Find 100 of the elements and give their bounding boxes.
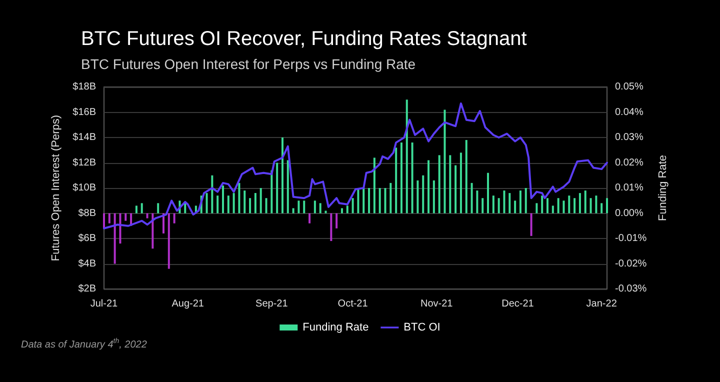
bar	[140, 203, 143, 214]
line-series	[103, 102, 608, 230]
bar	[222, 185, 224, 214]
bar	[114, 213, 116, 264]
bar	[124, 213, 127, 221]
y2-tick-label: -0.02%	[615, 258, 647, 270]
bar	[416, 180, 419, 214]
bar	[108, 213, 110, 224]
bar	[330, 213, 332, 242]
bar	[460, 152, 462, 214]
bar	[411, 142, 414, 214]
x-tick-label: Sep-21	[256, 298, 288, 310]
y2-tick-label: 0.04%	[615, 106, 644, 118]
bar	[482, 198, 484, 214]
bar	[428, 160, 430, 214]
bar	[265, 198, 268, 214]
bar	[562, 200, 565, 214]
bar	[146, 213, 148, 218]
bar	[157, 203, 160, 214]
bar	[438, 155, 440, 214]
bar	[524, 188, 527, 214]
bar	[368, 188, 370, 214]
bar	[503, 190, 506, 214]
x-tick-label: Oct-21	[338, 298, 368, 310]
bar	[600, 203, 603, 214]
bar	[308, 213, 311, 224]
bar	[546, 198, 549, 214]
y-tick-label: $2B	[78, 284, 96, 294]
y-tick-label: $14B	[72, 132, 96, 143]
bar	[276, 162, 278, 214]
bar	[530, 213, 532, 236]
bar	[536, 203, 538, 214]
bar	[514, 200, 516, 214]
bar	[324, 210, 327, 214]
bar	[541, 196, 544, 214]
bar	[206, 193, 208, 214]
bar	[352, 198, 354, 214]
bar	[454, 165, 457, 214]
bar	[336, 213, 338, 228]
y2-axis-title: Funding Rate	[657, 154, 670, 222]
y-tick-label: $18B	[72, 82, 96, 92]
bar	[584, 190, 586, 214]
bar	[384, 188, 386, 214]
bar	[319, 203, 322, 214]
bar	[184, 203, 186, 214]
bar	[362, 188, 365, 214]
chart-title: BTC Futures OI Recover, Funding Rates Stagnant	[81, 28, 528, 50]
y2-tick-label: 0.00%	[615, 208, 644, 219]
y2-tick-label: 0.05%	[615, 82, 644, 92]
bar	[286, 160, 289, 214]
x-tick-label: Jan-22	[586, 298, 618, 310]
bar	[578, 193, 581, 214]
chart-subtitle: BTC Futures Open Interest for Perps vs Funding Rate	[81, 56, 416, 72]
bar	[152, 213, 154, 249]
y2-tick-label: 0.02%	[615, 157, 644, 168]
bar	[449, 155, 452, 214]
bar	[373, 158, 376, 214]
y-tick-label: $10B	[72, 182, 96, 194]
x-tick-label: Dec-21	[502, 298, 534, 310]
bar	[574, 198, 576, 214]
bar	[227, 196, 230, 214]
bar	[292, 208, 294, 214]
bar	[303, 200, 306, 214]
text: Data as of January 4$^{th}$, 2022	[21, 338, 147, 350]
bar	[216, 196, 219, 214]
y-tick-label: $6B	[78, 233, 96, 244]
bar	[492, 196, 494, 214]
y2-tick-label: -0.01%	[615, 233, 647, 244]
bar	[340, 208, 343, 214]
bar	[378, 188, 381, 214]
bar	[281, 138, 284, 214]
bar	[476, 190, 478, 214]
bar	[168, 213, 170, 269]
y-axis-title: Futures Open Interest (Perps)	[50, 114, 62, 262]
legend-label: Funding Rate	[302, 322, 369, 334]
bar	[470, 182, 473, 214]
bar	[395, 148, 398, 214]
bar	[595, 196, 598, 214]
y-tick-label: $12B	[72, 157, 96, 168]
bar	[103, 213, 105, 228]
bar	[357, 188, 360, 214]
y-tick-label: $4B	[78, 258, 96, 270]
bar	[390, 182, 392, 214]
bar	[606, 198, 608, 214]
bar	[314, 200, 316, 214]
bar	[487, 172, 490, 214]
bar	[260, 188, 262, 214]
bar	[465, 140, 468, 214]
bar	[557, 198, 560, 214]
bar	[406, 100, 408, 214]
legend-label: BTC OI	[404, 322, 440, 334]
y2-tick-label: -0.03%	[615, 284, 647, 294]
y2-tick-label: 0.03%	[615, 132, 644, 143]
bar	[552, 206, 554, 214]
bar	[254, 193, 256, 214]
y-tick-label: $8B	[78, 208, 96, 219]
y-tick-label: $16B	[72, 106, 96, 118]
bar	[568, 196, 570, 214]
bar	[173, 213, 176, 224]
x-tick-label: Nov-21	[420, 298, 454, 310]
